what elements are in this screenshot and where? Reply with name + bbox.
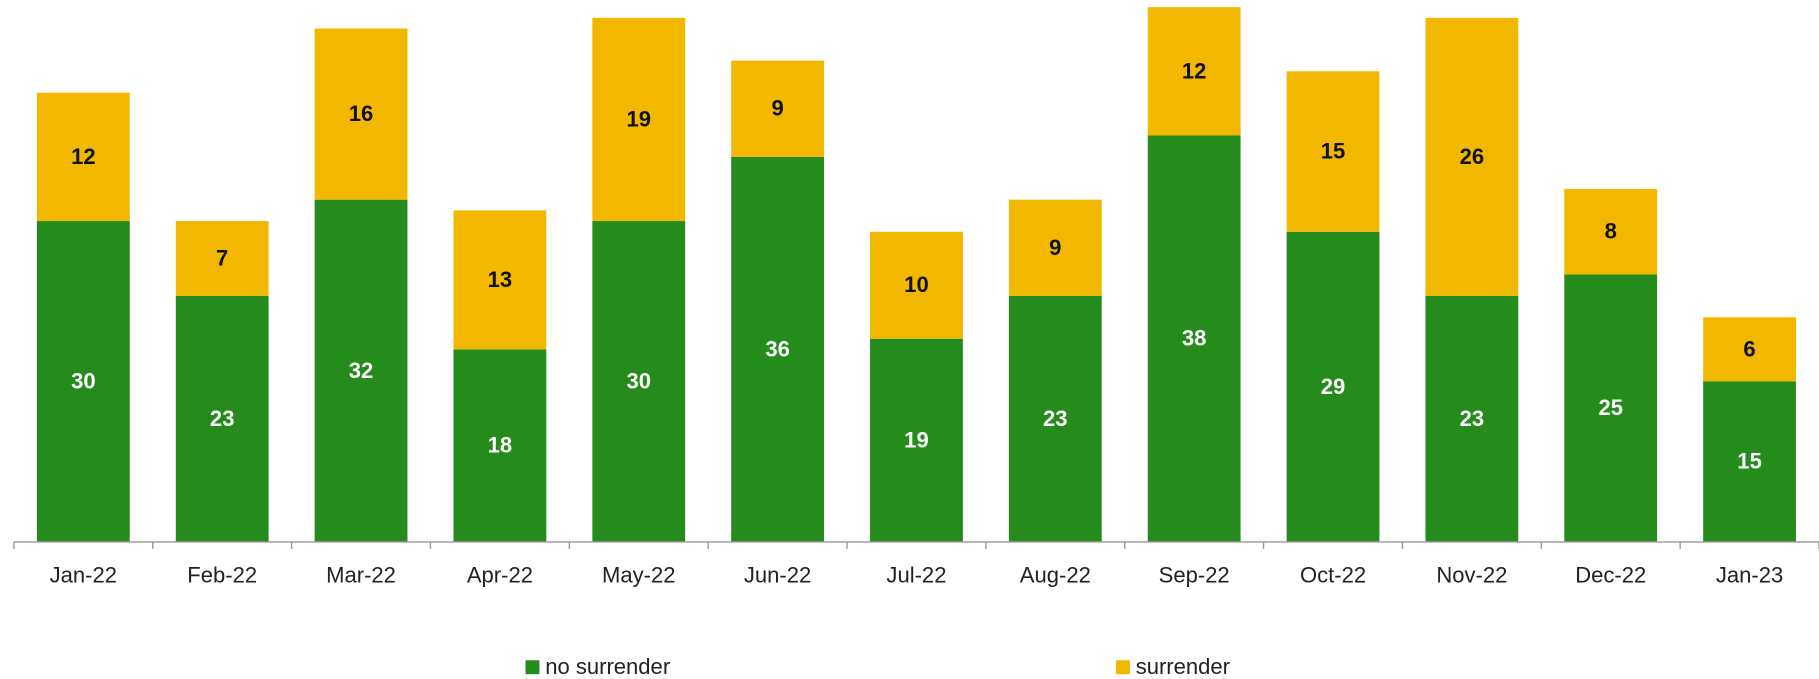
bar-segment xyxy=(1703,381,1796,542)
legend-label: surrender xyxy=(1136,654,1230,679)
data-label: 10 xyxy=(904,272,929,297)
bar-segment xyxy=(1147,135,1241,542)
data-label: 30 xyxy=(626,368,651,393)
bar-segment xyxy=(592,17,686,222)
bar-segment xyxy=(1286,231,1380,542)
data-label: 9 xyxy=(1049,235,1061,260)
x-tick-label: Jan-22 xyxy=(50,563,117,588)
data-label: 36 xyxy=(765,336,790,361)
bar-segment xyxy=(1703,317,1796,382)
data-label: 7 xyxy=(216,245,228,270)
data-label: 23 xyxy=(210,406,235,431)
bar-segment xyxy=(870,231,963,339)
bar-segment xyxy=(1425,17,1519,296)
data-label: 15 xyxy=(1737,449,1762,474)
data-label: 26 xyxy=(1460,144,1485,169)
bar-segment xyxy=(36,221,130,542)
legend-label: no surrender xyxy=(545,654,670,679)
bar-segment xyxy=(1564,274,1658,542)
data-label: 25 xyxy=(1598,395,1623,420)
bar-segment xyxy=(1147,7,1241,136)
data-label: 23 xyxy=(1460,406,1485,431)
bar-segment xyxy=(1008,295,1102,542)
x-tick-label: Jul-22 xyxy=(886,563,946,588)
bar-segment xyxy=(453,349,547,542)
data-label: 12 xyxy=(71,144,96,169)
x-tick-label: Feb-22 xyxy=(187,563,257,588)
legend-swatch xyxy=(525,660,540,675)
x-tick-label: Jan-23 xyxy=(1716,563,1783,588)
bar-segment xyxy=(175,295,269,542)
x-tick-label: Sep-22 xyxy=(1159,563,1230,588)
data-label: 12 xyxy=(1182,58,1207,83)
data-label: 29 xyxy=(1321,374,1346,399)
data-label: 19 xyxy=(904,427,929,452)
data-label: 23 xyxy=(1043,406,1068,431)
bar-segment xyxy=(36,92,130,222)
data-label: 16 xyxy=(349,101,374,126)
data-label: 32 xyxy=(349,358,374,383)
bar-segment xyxy=(1564,188,1658,275)
data-label: 15 xyxy=(1321,139,1346,164)
bar-segment xyxy=(453,210,547,350)
x-tick-label: Aug-22 xyxy=(1020,563,1091,588)
bar-segment xyxy=(731,156,825,542)
data-label: 18 xyxy=(488,433,513,458)
bar-segment xyxy=(1425,295,1519,542)
bar-segment xyxy=(870,338,963,542)
legend-swatch xyxy=(1115,660,1130,675)
bar-segment xyxy=(175,221,269,296)
x-tick-label: Nov-22 xyxy=(1436,563,1507,588)
bar-segment xyxy=(1008,199,1102,296)
data-label: 8 xyxy=(1605,219,1617,244)
data-label: 19 xyxy=(626,106,651,131)
x-tick-label: Jun-22 xyxy=(744,563,811,588)
data-label: 9 xyxy=(771,96,783,121)
bar-segment xyxy=(731,60,825,157)
x-tick-label: Oct-22 xyxy=(1300,563,1366,588)
data-label: 13 xyxy=(488,267,513,292)
bar-segment xyxy=(592,221,686,542)
data-label: 6 xyxy=(1743,336,1755,361)
x-tick-label: Apr-22 xyxy=(467,563,533,588)
x-tick-label: Dec-22 xyxy=(1575,563,1646,588)
data-label: 30 xyxy=(71,368,96,393)
x-tick-label: May-22 xyxy=(602,563,675,588)
bar-segment xyxy=(1286,71,1380,232)
x-tick-label: Mar-22 xyxy=(326,563,396,588)
bar-segment xyxy=(314,199,408,542)
data-label: 38 xyxy=(1182,326,1207,351)
bar-segment xyxy=(314,28,408,200)
